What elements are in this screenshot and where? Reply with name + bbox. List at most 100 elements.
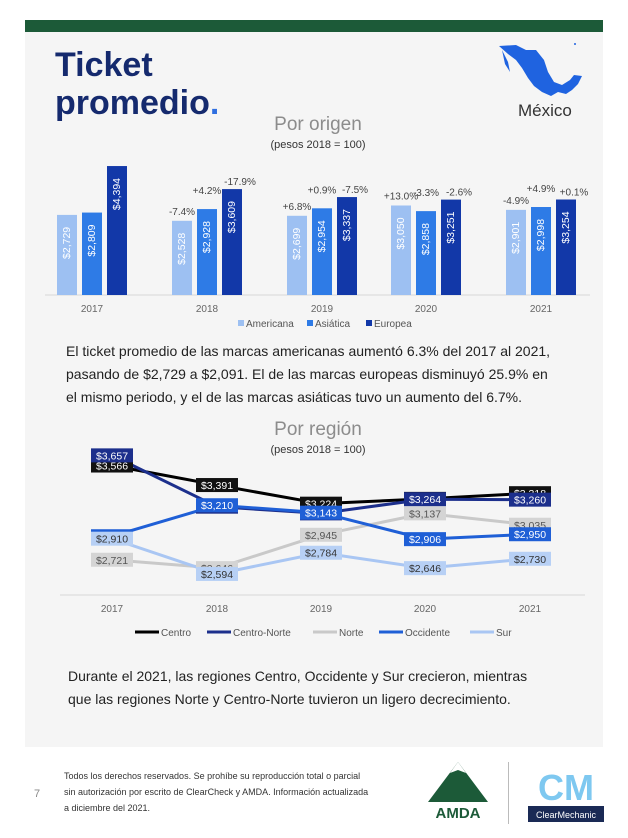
bar-value-label: $4,394 (111, 178, 123, 210)
bar-asiática-2017 (82, 212, 102, 295)
bar-americana-2020 (391, 205, 411, 295)
footer-line2: sin autorización por escrito de ClearChe… (64, 787, 369, 797)
bar-change-label: -7.4% (169, 207, 195, 218)
line-x-tick-label: 2017 (101, 604, 124, 615)
bar-americana-2018 (172, 220, 192, 295)
origin-bar-chart: $2,729 $2,809 $4,394 2017 $2,528 -7.4% $2,928 +… (45, 166, 590, 330)
bar-change-label: +13.0% (384, 191, 418, 202)
legend-swatch-asiática (307, 320, 313, 326)
data-label-box-occidente (404, 532, 446, 547)
data-label-box-centro (196, 478, 238, 493)
bar-x-tick-label: 2018 (196, 304, 219, 315)
chart1-subtitle: (pesos 2018 = 100) (270, 139, 366, 151)
data-label-norte: $2,945 (305, 530, 337, 542)
bar-change-label: -4.9% (503, 196, 529, 207)
page-title-line1: Ticket (55, 46, 153, 84)
bar-change-label: -7.5% (342, 185, 368, 196)
legend-label-occidente: Occidente (405, 628, 450, 639)
bar-asiática-2021 (531, 207, 551, 295)
bar-europea-2019 (337, 197, 357, 295)
data-label-box-norte (404, 506, 446, 521)
bar-change-label: +4.2% (193, 186, 222, 197)
bar-value-label: $2,954 (316, 220, 328, 252)
bar-change-label: +0.1% (560, 188, 589, 199)
bar-europea-2018 (222, 189, 242, 295)
bar-europea-2021 (556, 199, 576, 295)
region-line-chart: $3,566$3,391$3,224$3,267$3,318$3,657$3,1… (60, 448, 585, 639)
legend-swatch-americana (238, 320, 244, 326)
data-label-box-sur (300, 545, 342, 560)
region-paragraph: Durante el 2021, las regiones Centro, Oc… (68, 665, 527, 711)
bar-europea-2020 (441, 199, 461, 295)
data-label-centro-norte: $3,260 (514, 495, 546, 507)
bar-value-label: $2,858 (420, 223, 432, 255)
page-number: 7 (34, 788, 41, 800)
data-label-box-occidente (196, 498, 238, 513)
data-label-box-centro-norte (404, 492, 446, 507)
chart1-title: Por origen (274, 114, 362, 135)
line-x-tick-label: 2020 (414, 604, 437, 615)
clearmechanic-logo: CM ClearMechanic (528, 767, 604, 822)
bar-change-label: +6.8% (283, 202, 312, 213)
legend-label-americana: Americana (246, 319, 294, 330)
line-x-tick-label: 2021 (519, 604, 542, 615)
data-label-box-sur (404, 561, 446, 576)
mexico-map-icon (499, 43, 582, 96)
amda-logo: AMDA (428, 762, 488, 822)
page-title: Ticket promedio. (55, 46, 219, 122)
bar-x-tick-label: 2019 (311, 304, 334, 315)
bar-x-tick-label: 2020 (415, 304, 438, 315)
data-label-box-norte (91, 552, 133, 567)
cm-logo-caption: ClearMechanic (536, 810, 597, 820)
country-label: México (518, 101, 572, 120)
data-label-sur: $2,730 (514, 554, 546, 566)
top-accent-bar (25, 20, 603, 32)
legend-label-asiática: Asiática (315, 319, 350, 330)
logo-divider (508, 762, 509, 824)
legend-label-norte: Norte (339, 628, 364, 639)
bar-americana-2017 (57, 214, 77, 295)
data-label-centro-norte: $3,657 (96, 450, 128, 462)
bar-americana-2019 (287, 215, 307, 295)
bar-value-label: $3,337 (341, 209, 353, 241)
line-x-tick-label: 2019 (310, 604, 333, 615)
data-label-norte: $2,721 (96, 555, 128, 567)
cm-logo-text: CM (538, 767, 594, 808)
origin-paragraph-line1: El ticket promedio de las marcas america… (66, 343, 551, 359)
data-label-sur: $2,646 (409, 563, 441, 575)
data-label-occidente: $2,906 (409, 534, 441, 546)
bar-value-label: $2,928 (201, 221, 213, 253)
region-paragraph-line2: que las regiones Norte y Centro-Norte tu… (68, 691, 511, 707)
legend-label-sur: Sur (496, 628, 512, 639)
bar-value-label: $3,251 (445, 211, 457, 243)
legend-swatch-europea (366, 320, 372, 326)
page-title-line2: promedio (55, 84, 210, 122)
data-label-sur: $2,910 (96, 534, 128, 546)
bar-value-label: $3,254 (560, 211, 572, 243)
bar-change-label: -17.9% (224, 177, 256, 188)
bar-value-label: $3,609 (226, 201, 238, 233)
bar-value-label: $2,901 (510, 222, 522, 254)
bar-change-label: +0.9% (308, 185, 337, 196)
data-label-sur: $2,594 (201, 569, 233, 581)
data-label-box-centro-norte (91, 448, 133, 463)
bar-value-label: $2,729 (61, 227, 73, 259)
bar-asiática-2020 (416, 211, 436, 295)
data-label-centro: $3,566 (96, 461, 128, 473)
data-label-norte: $3,137 (409, 508, 441, 520)
bar-europea-2017 (107, 166, 127, 295)
data-label-sur: $2,784 (305, 548, 337, 560)
legend-label-centro: Centro (161, 628, 191, 639)
data-label-occidente: $3,210 (201, 500, 233, 512)
bar-value-label: $2,998 (535, 219, 547, 251)
legend-label-centro-norte: Centro-Norte (233, 628, 291, 639)
bar-value-label: $3,050 (395, 217, 407, 249)
origin-paragraph-line2: pasando de $2,729 a $2,091. El de las ma… (66, 366, 548, 382)
data-label-box-centro-norte (509, 492, 551, 507)
footer-line3: a diciembre del 2021. (64, 803, 151, 813)
bar-change-label: -3.3% (413, 188, 439, 199)
bar-americana-2021 (506, 209, 526, 295)
chart2-title: Por región (274, 419, 362, 440)
region-paragraph-line1: Durante el 2021, las regiones Centro, Oc… (68, 668, 528, 684)
bar-value-label: $2,528 (176, 233, 188, 265)
